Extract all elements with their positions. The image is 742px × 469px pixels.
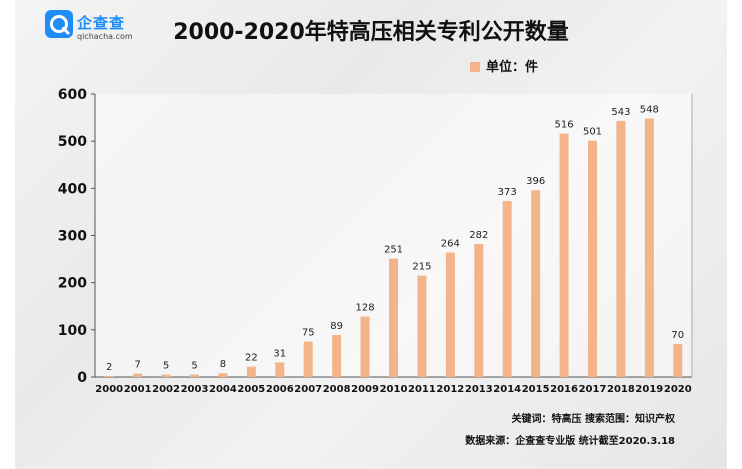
bar [474, 243, 484, 377]
data-label: 89 [330, 321, 343, 332]
x-tick-label: 2009 [351, 384, 379, 395]
brand-logo: 企查查 qichacha.com [45, 8, 133, 44]
bar [161, 374, 171, 377]
data-label: 5 [163, 361, 169, 372]
data-label: 396 [526, 176, 545, 187]
bar [218, 373, 228, 377]
bar [360, 316, 370, 377]
x-tick-label: 2006 [266, 384, 294, 395]
x-tick-label: 2001 [124, 384, 152, 395]
data-label: 75 [302, 328, 315, 339]
x-tick-label: 2004 [209, 384, 237, 395]
bar [588, 140, 597, 377]
brand-logo-icon [45, 10, 73, 38]
bar [644, 118, 654, 377]
x-tick-label: 2002 [152, 384, 180, 395]
y-tick-label: 200 [58, 276, 87, 292]
y-tick-label: 300 [58, 229, 87, 245]
bar [332, 335, 342, 377]
x-tick-label: 2018 [607, 384, 635, 395]
data-label: 373 [498, 187, 517, 198]
footer-source: 数据来源：企查查专业版 统计截至2020.3.18 [465, 436, 675, 447]
data-label: 128 [356, 303, 375, 314]
y-tick-label: 400 [58, 181, 87, 197]
data-label: 2 [106, 362, 112, 373]
x-tick-label: 2015 [522, 384, 550, 395]
data-label: 7 [134, 360, 140, 371]
data-label: 501 [583, 127, 602, 138]
chart-card: 企查查 qichacha.com 2000-2020年特高压相关专利公开数量 单… [15, 0, 727, 469]
x-tick-label: 2019 [635, 384, 663, 395]
data-label: 8 [220, 359, 226, 370]
data-label: 264 [441, 238, 460, 249]
x-tick-label: 2010 [380, 384, 408, 395]
legend-swatch [470, 62, 480, 72]
x-tick-label: 2013 [465, 384, 493, 395]
brand-name: 企查查 [77, 14, 126, 32]
legend-label: 单位：件 [486, 60, 539, 75]
bar [133, 373, 143, 377]
data-label: 215 [412, 262, 431, 273]
bar [190, 374, 199, 377]
data-label: 548 [640, 105, 659, 116]
chart-legend: 单位：件 [470, 56, 538, 75]
bar-chart: 0 100 200 300 400 500 600 2 2000 7 2001 5 2002 5 2003 8… [58, 87, 693, 395]
data-label: 543 [611, 107, 630, 118]
chart-title: 2000-2020年特高压相关专利公开数量 [173, 20, 569, 45]
y-tick-label: 600 [58, 87, 87, 103]
x-tick-label: 2003 [181, 384, 209, 395]
x-tick-label: 2016 [550, 384, 578, 395]
x-tick-label: 2005 [237, 384, 265, 395]
data-label: 31 [273, 348, 286, 359]
data-label: 516 [555, 120, 574, 131]
bar [389, 258, 398, 377]
data-label: 22 [245, 353, 258, 364]
x-tick-label: 2008 [323, 384, 351, 395]
brand-domain: qichacha.com [77, 32, 133, 41]
bar [616, 120, 626, 377]
x-tick-label: 2007 [294, 384, 322, 395]
bar [417, 275, 427, 377]
bar [531, 190, 541, 377]
y-tick-label: 500 [58, 134, 87, 150]
bar [502, 201, 512, 377]
x-tick-label: 2000 [95, 384, 123, 395]
data-label: 251 [384, 245, 403, 256]
x-tick-label: 2017 [579, 384, 607, 395]
bar [559, 133, 569, 377]
bar [246, 366, 256, 377]
bar [445, 252, 455, 377]
data-label: 282 [469, 230, 488, 241]
bar [275, 362, 285, 377]
bar [303, 341, 313, 377]
x-tick-label: 2014 [493, 384, 521, 395]
y-tick-label: 0 [77, 370, 87, 386]
data-label: 70 [671, 330, 684, 341]
x-tick-label: 2012 [436, 384, 464, 395]
bar [673, 343, 683, 377]
data-label: 5 [191, 361, 197, 372]
y-tick-label: 100 [58, 323, 87, 339]
x-tick-label: 2011 [408, 384, 436, 395]
x-tick-label: 2020 [664, 384, 692, 395]
footer-keywords: 关键词：特高压 搜索范围：知识产权 [511, 414, 675, 425]
bar [104, 376, 114, 377]
